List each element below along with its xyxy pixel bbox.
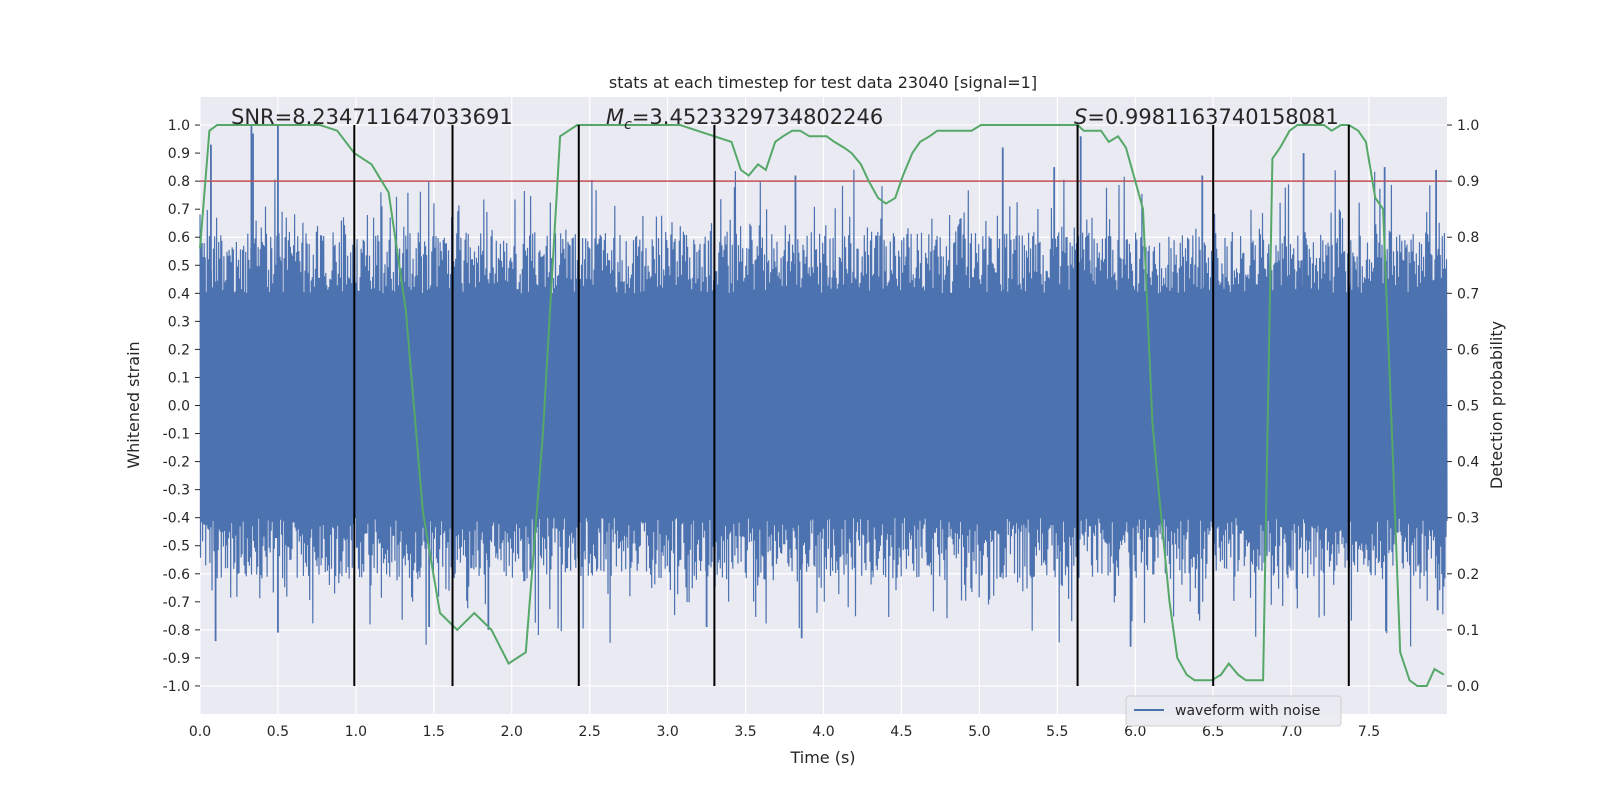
legend-waveform-label: waveform with noise [1175,703,1320,719]
x-tick-label: 1.0 [345,724,367,740]
y-tick-label: 0.5 [168,258,190,274]
y-tick-label: -0.2 [163,455,190,471]
y-tick-label: -0.1 [163,427,190,443]
x-tick-label: 3.5 [734,724,756,740]
spin-value: =0.9981163740158081 [1087,105,1338,129]
y-tick-label: -0.8 [163,623,190,639]
x-tick-label: 1.5 [423,724,445,740]
x-tick-label: 0.5 [267,724,289,740]
y-tick-label: -0.6 [163,567,190,583]
x-tick-label: 4.5 [890,724,912,740]
y2-axis-label: Detection probability [1487,321,1506,489]
y-tick-label: 0.2 [168,342,190,358]
y-tick-label: -0.9 [163,651,190,667]
chirp-mass-annotation: Mc=3.4523329734802246 [606,105,883,133]
legend-box [1125,695,1342,727]
spin-annotation: S=0.9981163740158081 [1074,105,1339,129]
detection-probability-series [199,124,1445,687]
x-axis-label: Time (s) [789,748,855,767]
y-tick-label: 0.1 [168,370,190,386]
y-tick-label: 0.4 [168,286,190,302]
x-tick-label: 5.0 [968,724,990,740]
y2-tick-label: 0.6 [1457,342,1479,358]
chirp-mass-subscript: c [624,117,632,133]
y-tick-label: 0.8 [168,174,190,190]
y-tick-label: -0.5 [163,539,190,555]
y2-tick-label: 1.0 [1457,118,1479,134]
spin-symbol: S [1074,105,1087,129]
y2-tick-label: 0.1 [1457,623,1479,639]
y-tick-label: -0.3 [163,483,190,499]
x-tick-label: 6.5 [1202,724,1224,740]
y2-tick-label: 0.0 [1457,679,1479,695]
x-tick-label: 6.0 [1124,724,1146,740]
y-tick-label: -0.7 [163,595,190,611]
y-tick-label: 0.3 [168,314,190,330]
y-tick-label: 0.9 [168,146,190,162]
y-tick-label: 0.6 [168,230,190,246]
y2-tick-label: 0.7 [1457,286,1479,302]
x-tick-label: 5.5 [1046,724,1068,740]
y-tick-label: -0.4 [163,511,190,527]
y2-tick-label: 0.4 [1457,455,1479,471]
x-tick-label: 3.0 [656,724,678,740]
chirp-mass-symbol: M [606,105,624,129]
y-tick-label: 0.7 [168,202,190,218]
waveform-line [199,169,1448,647]
y-tick-label: -1.0 [163,679,190,695]
y2-tick-label: 0.2 [1457,567,1479,583]
legend: waveform with noise [1125,695,1342,727]
x-tick-label: 2.0 [501,724,523,740]
y-axis-label: Whitened strain [124,341,143,468]
y2-tick-label: 0.8 [1457,230,1479,246]
y2-tick-label: 0.5 [1457,399,1479,415]
x-tick-label: 0.0 [189,724,211,740]
y-tick-label: 0.0 [168,399,190,415]
snr-annotation: SNR=8.234711647033691 [231,105,513,129]
x-tick-label: 4.0 [812,724,834,740]
chart-title: stats at each timestep for test data 230… [609,73,1037,92]
vertical-lines [353,125,1350,686]
chirp-mass-value: =3.4523329734802246 [632,105,883,129]
y2-tick-label: 0.9 [1457,174,1479,190]
y2-tick-label: 0.3 [1457,511,1479,527]
x-tick-label: 7.0 [1280,724,1302,740]
detection-probability-line [199,124,1445,687]
x-tick-label: 2.5 [579,724,601,740]
tick-labels: 0.0 0.5 1.0 1.5 2.0 2.5 3.0 3.5 4.0 4.5 5.0 5.5 6.0 6… [163,118,1480,740]
x-tick-label: 7.5 [1358,724,1380,740]
y-tick-label: 1.0 [168,118,190,134]
